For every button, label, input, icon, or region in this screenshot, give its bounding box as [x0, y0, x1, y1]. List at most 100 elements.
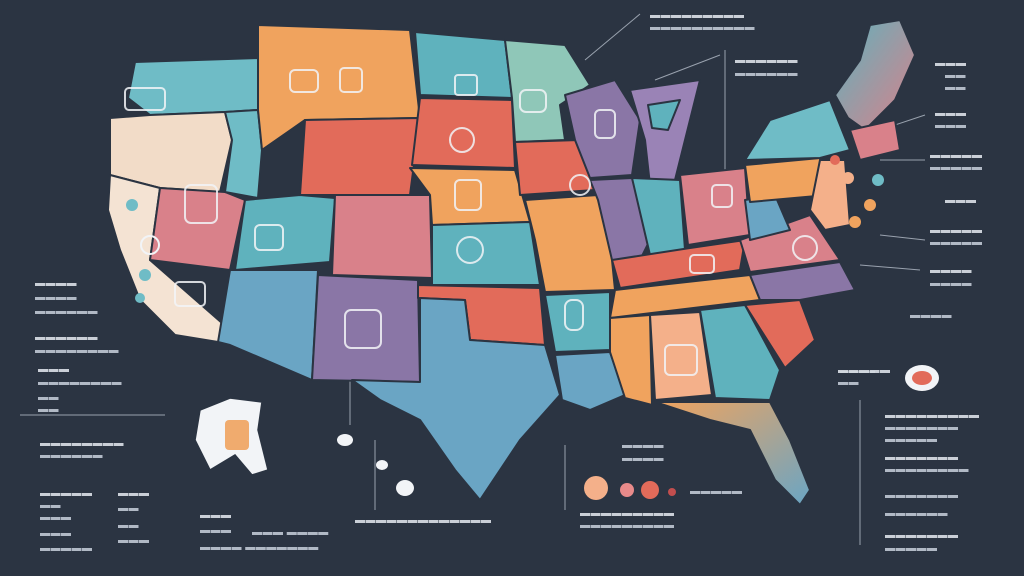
state-idaho	[224, 109, 263, 199]
state-georgia	[699, 304, 781, 401]
label-block: ▬▬▬	[945, 195, 977, 206]
clipboard-icon	[454, 74, 478, 96]
label-block: ▬▬▬ ▬▬▬▬	[252, 527, 329, 538]
label-block: ▬▬▬▬▬▬▬▬▬▬	[650, 22, 755, 33]
label-block: ▬▬▬▬▬	[885, 543, 938, 554]
label-block: ▬▬	[118, 520, 139, 531]
label-block: ▬▬▬	[118, 535, 150, 546]
label-block: ▬▬▬	[935, 120, 967, 131]
pill-bottle-icon	[174, 281, 206, 307]
state-kansas	[431, 221, 541, 286]
label-block: ▬▬	[945, 70, 966, 81]
state-south-carolina	[744, 299, 816, 369]
label-block: ▬▬▬	[40, 512, 72, 523]
state-nevada	[149, 187, 246, 271]
state-michigan-lake	[647, 99, 681, 131]
pill-bottle-icon	[594, 109, 616, 139]
label-block: ▬▬▬▬▬▬▬	[885, 422, 959, 433]
state-new-mexico	[311, 274, 421, 383]
state-north-dakota	[414, 31, 513, 99]
label-block: ▬▬▬	[935, 58, 967, 69]
label-block: ▬▬▬▬	[930, 265, 972, 276]
state-washington	[127, 57, 259, 116]
label-block: ▬▬▬▬▬▬▬▬▬	[580, 520, 675, 531]
state-massachusetts	[849, 119, 901, 161]
label-block: ▬▬▬▬▬▬▬▬	[35, 345, 119, 356]
label-block: ▬▬▬▬▬▬▬▬	[38, 377, 122, 388]
state-hawaii	[337, 434, 414, 496]
label-block: ▬▬▬▬▬▬	[40, 450, 103, 461]
label-block: ▬▬▬▬▬▬	[885, 508, 948, 519]
label-block: ▬▬▬	[118, 488, 150, 499]
label-block: ▬▬▬	[38, 364, 70, 375]
label-block: ▬▬▬▬▬	[930, 237, 983, 248]
label-block: ▬▬▬	[200, 525, 232, 536]
label-block: ▬▬▬▬	[35, 278, 77, 289]
capsule-icon	[689, 254, 715, 274]
label-block: ▬▬	[945, 82, 966, 93]
map-pins	[126, 155, 884, 303]
medical-kit-icon	[339, 67, 363, 93]
label-block: ▬▬▬▬▬▬	[735, 55, 798, 66]
label-block: ▬▬▬▬▬	[690, 486, 743, 497]
state-louisiana	[554, 351, 626, 411]
label-block: ▬▬▬▬	[622, 440, 664, 451]
label-block: ▬▬▬▬	[930, 278, 972, 289]
label-block: ▬▬▬▬▬▬▬	[885, 490, 959, 501]
label-block: ▬▬	[40, 500, 61, 511]
label-block: ▬▬▬▬▬	[40, 543, 93, 554]
legend-dots	[584, 476, 676, 500]
label-block: ▬▬	[118, 503, 139, 514]
pill-bottle-icon	[184, 184, 218, 224]
capsule-icon	[564, 299, 584, 331]
leader-lines	[20, 13, 926, 545]
heart-icon	[449, 127, 475, 153]
capsule-icon	[519, 89, 547, 113]
clipboard-icon	[711, 184, 733, 208]
label-block: ▬▬▬▬▬▬▬▬▬▬▬▬▬	[355, 515, 492, 526]
state-wisconsin	[564, 79, 641, 179]
label-block: ▬▬▬▬▬▬	[35, 306, 98, 317]
state-kentucky	[611, 239, 746, 289]
clipboard-icon	[225, 420, 249, 450]
label-block: ▬▬▬▬▬▬	[735, 68, 798, 79]
label-block: ▬▬▬▬▬▬▬▬▬	[650, 10, 745, 21]
hospital-icon	[344, 309, 382, 349]
state-mid-atlantic	[809, 159, 851, 231]
label-block: ▬▬▬▬	[622, 453, 664, 464]
label-block: ▬▬▬▬ ▬▬▬▬▬▬▬	[200, 542, 319, 553]
label-block: ▬▬	[38, 392, 59, 403]
label-block: ▬▬▬▬	[910, 310, 952, 321]
clipboard-icon	[454, 179, 482, 211]
medical-icons	[124, 67, 818, 376]
label-block: ▬▬▬	[40, 528, 72, 539]
label-block: ▬▬▬▬▬	[838, 365, 891, 376]
label-block: ▬▬▬	[935, 108, 967, 119]
label-block: ▬▬▬	[200, 510, 232, 521]
state-wyoming	[299, 117, 421, 196]
label-block: ▬▬▬▬▬▬▬▬	[40, 438, 124, 449]
medical-kit-icon	[254, 224, 284, 251]
label-block: ▬▬▬▬▬	[40, 488, 93, 499]
state-utah	[234, 194, 336, 271]
state-south-dakota	[411, 97, 516, 169]
label-block: ▬▬	[838, 377, 859, 388]
label-block: ▬▬▬▬▬	[930, 225, 983, 236]
state-mississippi	[609, 314, 653, 406]
hospital-icon	[124, 87, 166, 111]
label-block: ▬▬▬▬▬▬▬	[885, 452, 959, 463]
heart-icon	[792, 235, 818, 261]
label-block: ▬▬▬▬▬	[930, 150, 983, 161]
pill-bottle-icon	[289, 69, 319, 93]
state-arizona	[217, 269, 319, 381]
heart-icon	[456, 236, 484, 264]
state-new-york	[744, 99, 851, 161]
label-block: ▬▬▬▬▬	[885, 434, 938, 445]
label-block: ▬▬	[38, 404, 59, 415]
medical-kit-icon	[664, 344, 698, 376]
label-block: ▬▬▬▬▬▬▬▬	[885, 464, 969, 475]
label-block: ▬▬▬▬	[35, 292, 77, 303]
state-north-carolina	[749, 261, 856, 301]
